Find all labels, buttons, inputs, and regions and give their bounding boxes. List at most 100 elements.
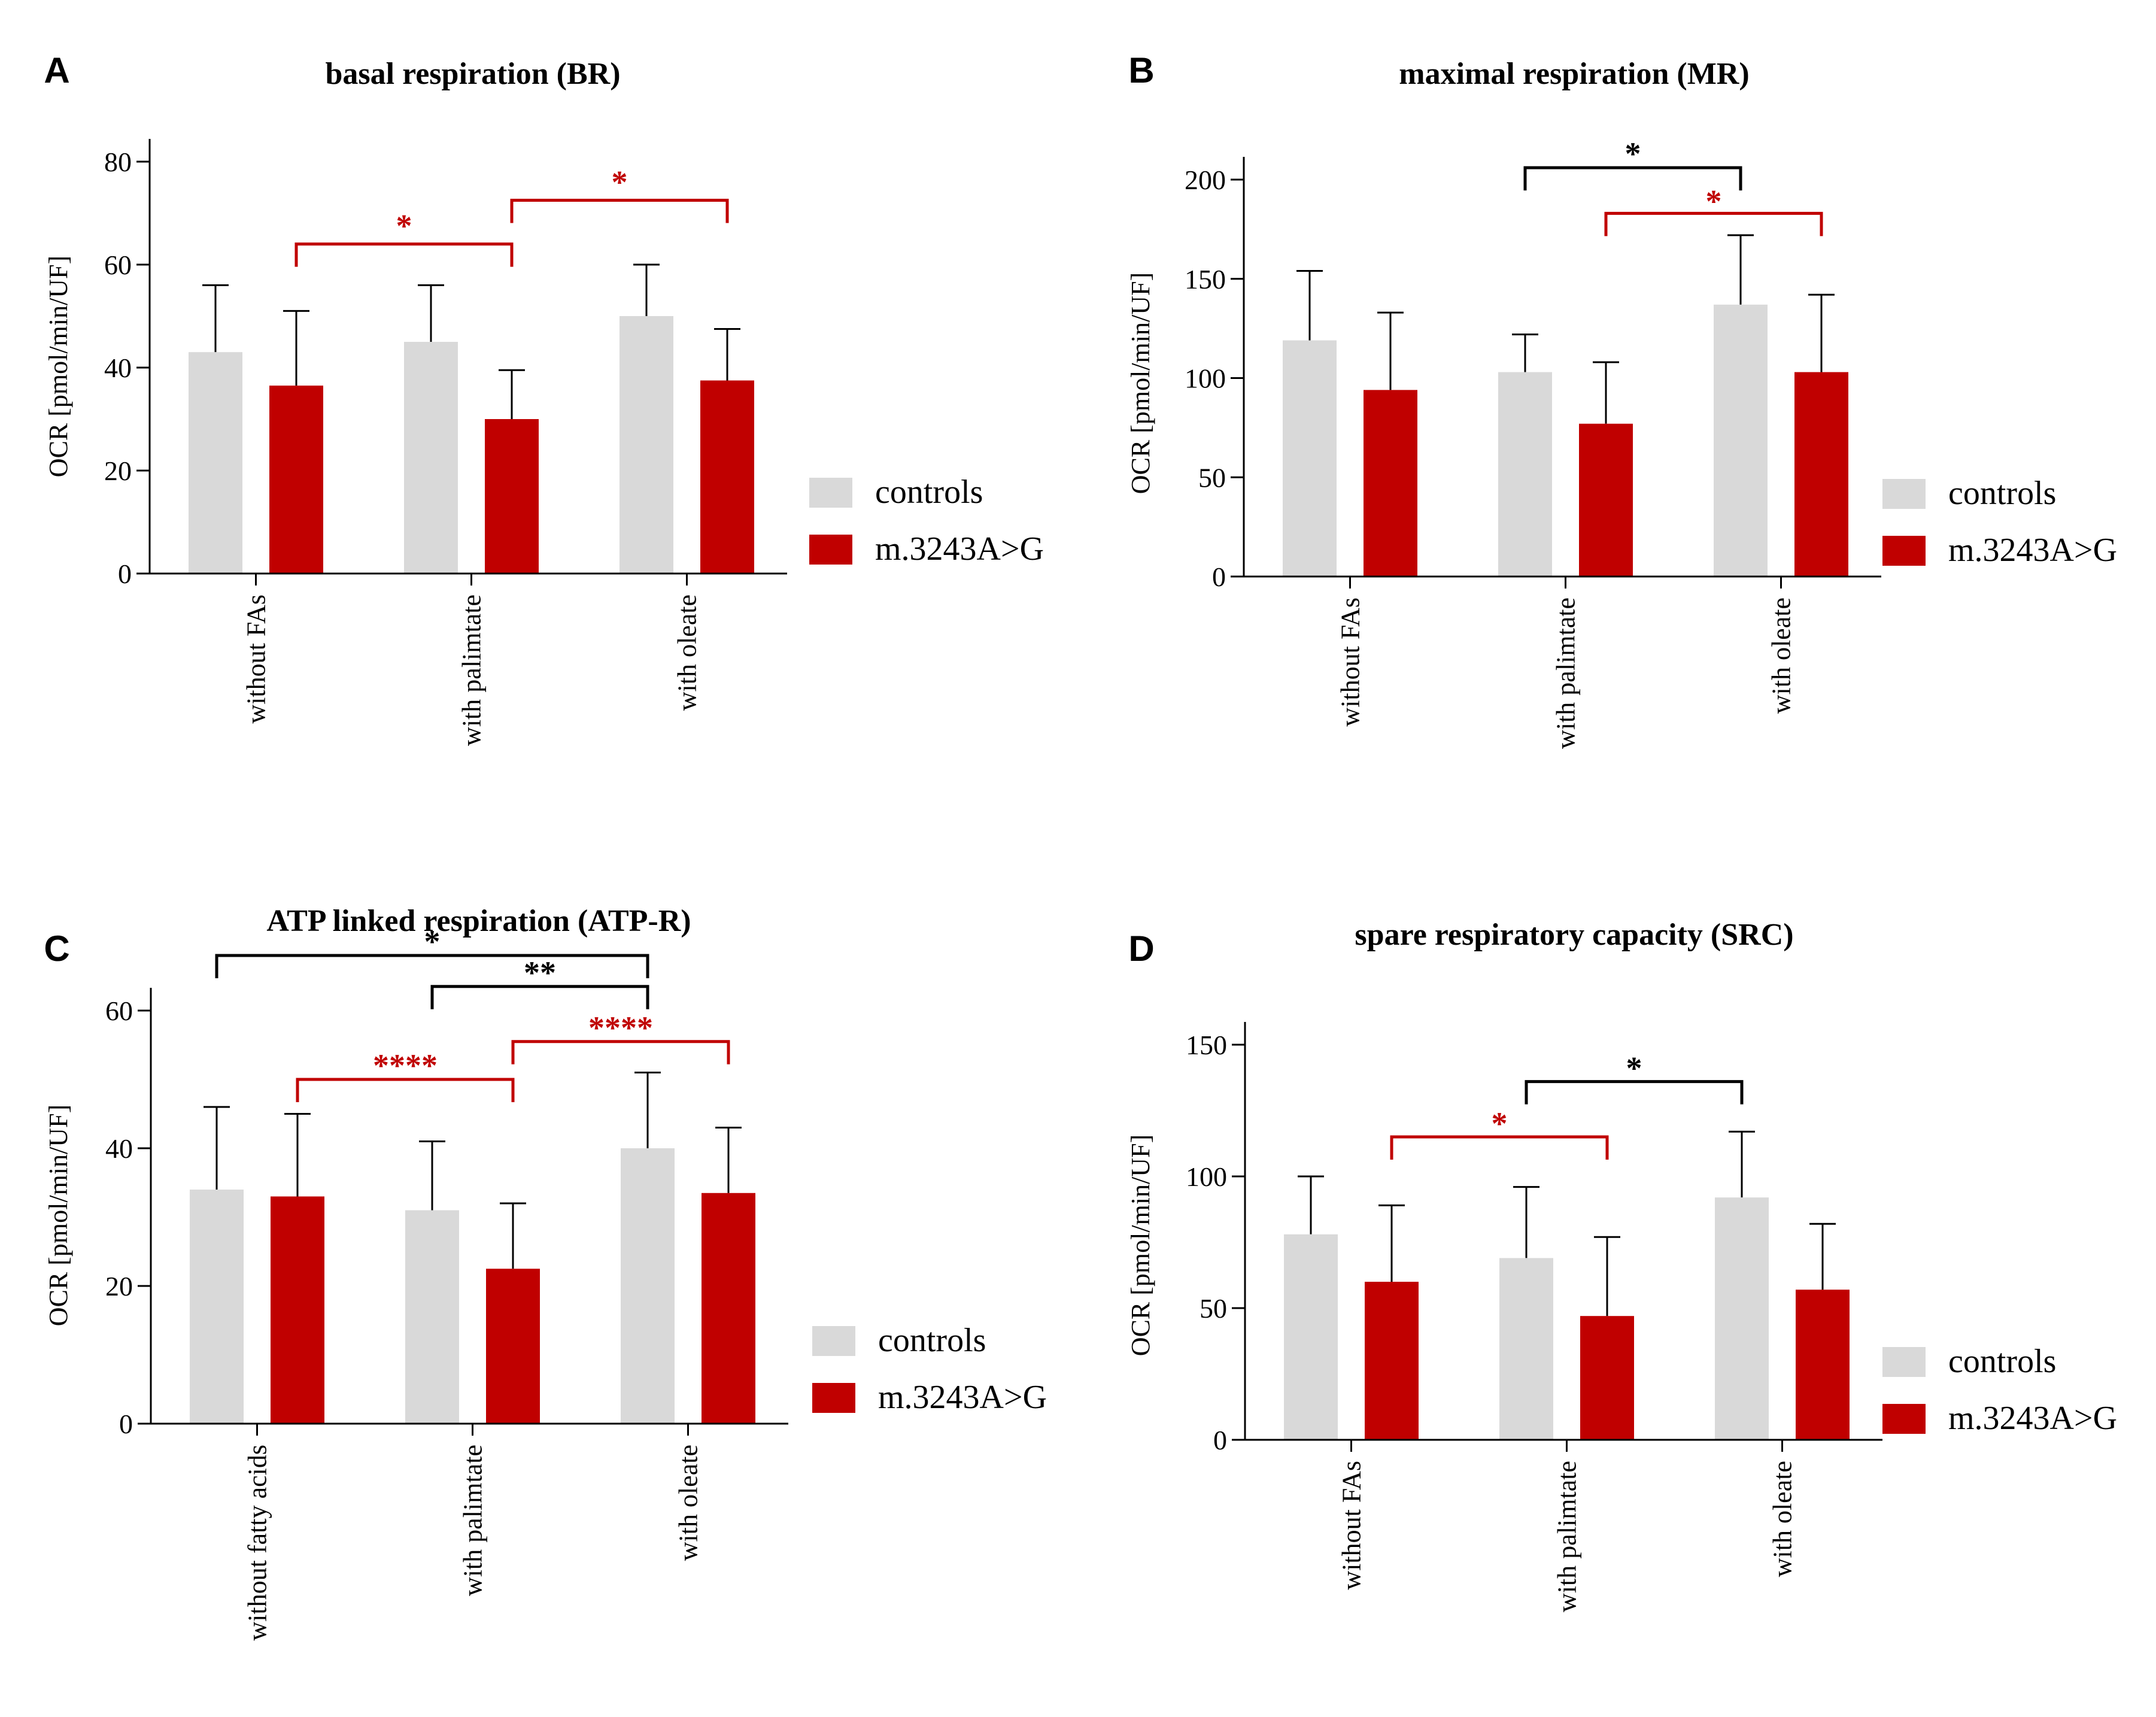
significance-bracket <box>511 1040 730 1064</box>
chart-title: basal respiration (BR) <box>325 57 620 91</box>
legend-label: controls <box>1948 475 2056 512</box>
chart-title: spare respiratory capacity (SRC) <box>1355 918 1793 952</box>
x-tick-label: without fatty acids <box>243 1445 272 1641</box>
bar <box>485 419 539 574</box>
bar <box>190 1190 244 1424</box>
bar <box>1499 1258 1553 1440</box>
significance-label: * <box>1625 136 1641 172</box>
chart-title: maximal respiration (MR) <box>1399 57 1749 91</box>
y-tick-label: 80 <box>104 147 132 177</box>
legend-swatch <box>1882 1347 1926 1377</box>
legend-swatch <box>1882 1404 1926 1434</box>
x-tick-label: with oleate <box>673 594 702 711</box>
bar <box>702 1193 755 1424</box>
bar <box>620 316 673 574</box>
bar <box>1580 1316 1634 1440</box>
x-tick-label: with palimtate <box>1551 597 1581 749</box>
significance-label: * <box>612 164 628 200</box>
x-tick-label: with palimtate <box>458 1445 488 1596</box>
y-tick-label: 100 <box>1185 363 1226 394</box>
legend-label: m.3243A>G <box>1948 532 2117 569</box>
bar <box>1284 1234 1338 1440</box>
bar <box>1364 390 1417 577</box>
legend-label: m.3243A>G <box>1948 1400 2117 1437</box>
panel-letter: C <box>44 929 69 969</box>
y-tick-label: 50 <box>1198 462 1226 493</box>
bar <box>1796 1290 1850 1440</box>
bar <box>1283 340 1337 577</box>
panel-letter: A <box>44 50 69 90</box>
legend-label: controls <box>878 1322 986 1359</box>
y-tick-label: 0 <box>1213 1425 1227 1455</box>
legend-label: m.3243A>G <box>875 530 1044 568</box>
significance-label: * <box>1626 1051 1642 1087</box>
significance-bracket <box>296 1078 515 1102</box>
chart-title: ATP linked respiration (ATP-R) <box>266 904 691 938</box>
x-tick-label: with oleate <box>674 1445 703 1561</box>
x-tick-label: without FAs <box>1336 597 1365 727</box>
significance-label: * <box>424 924 441 960</box>
significance-label: **** <box>373 1048 438 1084</box>
significance-label: * <box>1706 183 1722 219</box>
y-tick-label: 0 <box>1212 562 1226 592</box>
legend-label: m.3243A>G <box>878 1379 1047 1416</box>
y-tick-label: 50 <box>1200 1293 1227 1324</box>
panel-letter: B <box>1128 50 1154 90</box>
bar <box>269 386 323 574</box>
y-tick-label: 60 <box>105 996 133 1026</box>
y-axis-label: OCR [pmol/min/UF] <box>1126 272 1155 494</box>
significance-bracket <box>294 242 514 267</box>
significance-label: * <box>1492 1106 1508 1142</box>
y-tick-label: 40 <box>104 353 132 383</box>
bar <box>700 380 754 574</box>
significance-bracket <box>510 199 729 223</box>
bar <box>621 1148 675 1424</box>
significance-bracket <box>215 954 649 978</box>
legend-label: controls <box>875 474 983 511</box>
y-tick-label: 150 <box>1185 264 1226 295</box>
y-tick-label: 40 <box>105 1133 133 1164</box>
x-tick-label: without FAs <box>242 594 271 724</box>
legend-swatch <box>812 1326 855 1356</box>
x-tick-label: with oleate <box>1768 1461 1797 1577</box>
bar <box>486 1269 540 1424</box>
significance-bracket <box>1523 166 1742 191</box>
bar <box>271 1196 324 1424</box>
y-axis-label: OCR [pmol/min/UF] <box>44 1105 73 1326</box>
x-tick-label: with palimtate <box>457 594 487 746</box>
y-tick-label: 100 <box>1186 1161 1227 1192</box>
bar <box>1498 372 1552 577</box>
x-tick-label: without FAs <box>1337 1461 1367 1590</box>
chart-panel-c: C ATP linked respiration (ATP-R) OCR [pmol… <box>44 904 1047 1641</box>
significance-bracket <box>1390 1135 1609 1160</box>
x-tick-label: with oleate <box>1767 597 1796 714</box>
panel-letter: D <box>1128 929 1154 969</box>
y-axis-label: OCR [pmol/min/UF] <box>1126 1134 1155 1356</box>
significance-label: ** <box>524 955 556 991</box>
y-tick-label: 20 <box>104 456 132 486</box>
bar <box>1579 423 1633 577</box>
bar <box>1714 304 1768 577</box>
y-tick-label: 60 <box>104 250 132 280</box>
bar <box>1365 1282 1419 1440</box>
significance-bracket <box>1525 1080 1744 1105</box>
bar <box>405 1210 459 1424</box>
bar <box>404 342 458 574</box>
x-tick-label: with palimtate <box>1553 1461 1582 1612</box>
y-tick-label: 0 <box>118 559 132 589</box>
legend-swatch <box>809 535 852 565</box>
significance-bracket <box>1604 211 1823 236</box>
y-tick-label: 0 <box>119 1409 133 1439</box>
bar <box>1715 1197 1769 1440</box>
legend-label: controls <box>1948 1343 2056 1380</box>
significance-label: * <box>396 208 412 244</box>
y-tick-label: 20 <box>105 1271 133 1302</box>
significance-bracket <box>430 985 649 1009</box>
legend-swatch <box>809 478 852 508</box>
y-tick-label: 150 <box>1186 1030 1227 1060</box>
significance-label: **** <box>588 1010 653 1046</box>
